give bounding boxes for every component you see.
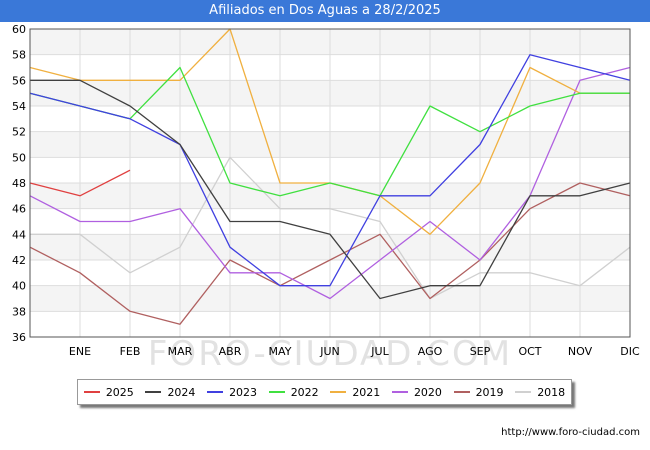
legend-item-2024: 2024: [145, 386, 195, 399]
x-tick-label: ABR: [219, 345, 242, 358]
legend-label: 2018: [537, 385, 566, 399]
legend-swatch: [330, 391, 347, 393]
source-url: http://www.foro-ciudad.com: [501, 427, 640, 438]
legend-item-2018: 2018: [515, 386, 565, 399]
chart-title: Afiliados en Dos Aguas a 28/2/2025: [0, 0, 650, 22]
x-tick-label: SEP: [470, 345, 491, 358]
y-tick-label: 46: [12, 203, 26, 216]
series-line-2018: [30, 156, 631, 300]
y-tick-label: 40: [12, 280, 26, 293]
y-tick-label: 44: [12, 228, 26, 241]
legend-item-2019: 2019: [453, 385, 504, 399]
legend-label: 2023: [229, 385, 258, 399]
x-tick-label: JUN: [319, 345, 340, 358]
series-line-2025: [29, 169, 131, 197]
x-tick-label: NOV: [568, 345, 593, 358]
y-tick-label: 54: [12, 100, 26, 113]
legend-label: 2020: [413, 385, 442, 399]
legend-label: 2025: [105, 385, 134, 399]
legend-swatch: [453, 391, 470, 393]
x-tick-label: AGO: [418, 345, 443, 358]
x-axis-ticks: ENE FEB MAR ABR MAY JUN JUL AGO SEP OCT NOV DIC: [69, 345, 640, 358]
legend-label: 2021: [352, 385, 381, 399]
x-tick-label: ENE: [69, 345, 91, 358]
x-tick-label: DIC: [620, 345, 640, 358]
y-tick-label: 50: [12, 151, 26, 164]
y-tick-label: 48: [12, 177, 26, 190]
series-line-2023: [29, 54, 631, 287]
series-lines: [29, 28, 631, 325]
x-tick-label: FEB: [120, 345, 141, 358]
legend-label: 2024: [167, 385, 196, 399]
legend-swatch: [145, 391, 162, 393]
legend-item-2023: 2023: [207, 386, 257, 399]
series-line-2019: [29, 182, 631, 325]
x-tick-label: JUL: [370, 345, 389, 358]
y-tick-label: 56: [12, 74, 26, 87]
legend-item-2021: 2021: [330, 386, 380, 399]
legend: 2025 2024 2023 2022 2021 2020 2019 2018: [77, 379, 572, 405]
x-tick-label: OCT: [518, 345, 541, 358]
plot-frame: [29, 28, 631, 338]
legend-swatch: [391, 391, 408, 393]
x-tick-label: MAY: [269, 345, 292, 358]
legend-label: 2019: [475, 385, 504, 399]
legend-item-2020: 2020: [391, 385, 442, 399]
y-tick-label: 38: [12, 305, 26, 318]
watermark: FORO-CIUDAD.COM: [148, 334, 512, 374]
legend-item-2022: 2022: [268, 385, 319, 399]
y-tick-label: 58: [12, 49, 26, 62]
y-axis-ticks: 36 38 40 42 44 46 48 50 52 54 56 58 60: [12, 23, 26, 344]
y-tick-label: 42: [12, 254, 26, 267]
y-tick-label: 36: [12, 331, 26, 344]
legend-swatch: [515, 391, 532, 393]
legend-swatch: [207, 391, 224, 393]
x-tick-label: MAR: [168, 345, 193, 358]
legend-swatch: [83, 391, 100, 393]
legend-swatch: [268, 391, 285, 393]
y-tick-label: 52: [12, 126, 26, 139]
series-line-2024: [30, 79, 631, 300]
y-tick-label: 60: [12, 23, 26, 36]
legend-label: 2022: [290, 385, 319, 399]
legend-item-2025: 2025: [83, 385, 134, 399]
